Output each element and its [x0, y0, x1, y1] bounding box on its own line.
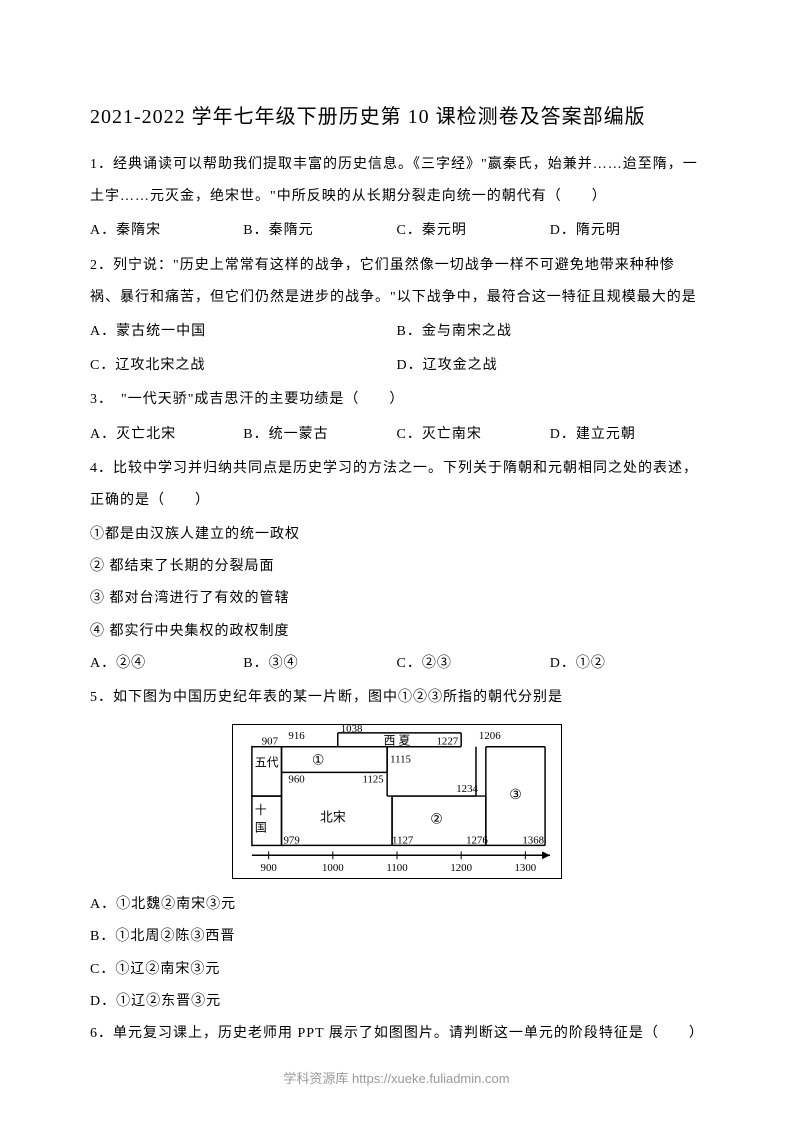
- num916: 916: [288, 730, 305, 742]
- q4-sub3: ③ 都对台湾进行了有效的管辖: [90, 583, 397, 615]
- q4-optC: C．②③: [397, 648, 550, 680]
- axis1000: 1000: [321, 862, 343, 874]
- document-title: 2021-2022 学年七年级下册历史第 10 课检测卷及答案部编版: [90, 100, 703, 129]
- q1-options: A．秦隋宋 B．秦隋元 C．秦元明 D．隋元明: [90, 215, 703, 247]
- q5-optD: D．①辽②东晋③元: [90, 986, 703, 1018]
- num979: 979: [283, 835, 299, 847]
- num1125: 1125: [362, 773, 383, 785]
- q3-optD: D．建立元朝: [550, 419, 703, 451]
- num1368: 1368: [522, 835, 544, 847]
- q5-optC: C．①辽②南宋③元: [90, 954, 703, 986]
- q3-optC: C．灭亡南宋: [397, 419, 550, 451]
- q2-text: 2．列宁说："历史上常常有这样的战争，它们虽然像一切战争一样不可避免地带来种种惨…: [90, 250, 703, 314]
- q3-options: A．灭亡北宋 B．统一蒙古 C．灭亡南宋 D．建立元朝: [90, 419, 703, 451]
- q4-subs-row2: ③ 都对台湾进行了有效的管辖 ④ 都实行中央集权的政权制度: [90, 583, 703, 647]
- q5-text: 5．如下图为中国历史纪年表的某一片断，图中①②③所指的朝代分别是: [90, 682, 703, 714]
- label-xixia: 西 夏: [383, 734, 410, 748]
- num960: 960: [288, 773, 305, 785]
- num1227: 1227: [436, 736, 458, 748]
- label-circle2: ②: [430, 812, 442, 827]
- num907: 907: [261, 736, 278, 748]
- axis1300: 1300: [514, 862, 536, 874]
- q4-sub4: ④ 都实行中央集权的政权制度: [90, 616, 397, 648]
- q5-optB: B．①北周②陈③西晋: [90, 921, 703, 953]
- q1-text: 1．经典诵读可以帮助我们提取丰富的历史信息。《三字经》"嬴秦氏，始兼并……迨至隋…: [90, 149, 703, 213]
- num1127: 1127: [392, 835, 414, 847]
- q2-optA: A．蒙古统一中国: [90, 316, 397, 348]
- q1-optA: A．秦隋宋: [90, 215, 243, 247]
- q2-options-row1: A．蒙古统一中国 B．金与南宋之战: [90, 316, 703, 348]
- q4-optB: B．③④: [243, 648, 396, 680]
- label-shiguo-1: 十: [254, 803, 266, 817]
- q6-text: 6．单元复习课上，历史老师用 PPT 展示了如图图片。请判断这一单元的阶段特征是…: [90, 1018, 703, 1050]
- q1-optD: D．隋元明: [550, 215, 703, 247]
- num1206: 1206: [478, 730, 500, 742]
- timeline-diagram-container: 五代 十 国 ① 西 夏 北宋 ②: [90, 724, 703, 879]
- page-footer: 学科资源库 https://xueke.fuliadmin.com: [0, 1068, 793, 1087]
- q3-optA: A．灭亡北宋: [90, 419, 243, 451]
- q4-subs-row1: ①都是由汉族人建立的统一政权 ② 都结束了长期的分裂局面: [90, 519, 703, 583]
- num1234: 1234: [456, 783, 478, 795]
- num1115: 1115: [390, 754, 411, 766]
- q4-text: 4．比较中学习并归纳共同点是历史学习的方法之一。下列关于隋朝和元朝相同之处的表述…: [90, 453, 703, 517]
- num1276: 1276: [466, 835, 488, 847]
- timeline-diagram: 五代 十 国 ① 西 夏 北宋 ②: [232, 724, 562, 879]
- label-beisong: 北宋: [320, 811, 346, 825]
- label-circle1: ①: [311, 753, 323, 768]
- q2-optC: C．辽攻北宋之战: [90, 350, 397, 382]
- q2-options-row2: C．辽攻北宋之战 D．辽攻金之战: [90, 350, 703, 382]
- q3-text: 3． "一代天骄"成吉思汗的主要功绩是（ ）: [90, 384, 703, 416]
- q5-optA: A．①北魏②南宋③元: [90, 889, 703, 921]
- label-circle3: ③: [509, 787, 521, 802]
- axis1200: 1200: [450, 862, 472, 874]
- label-shiguo-2: 国: [254, 821, 266, 835]
- num1038: 1038: [340, 724, 362, 735]
- q4-options: A．②④ B．③④ C．②③ D．①②: [90, 648, 703, 680]
- axis900: 900: [260, 862, 277, 874]
- q3-optB: B．统一蒙古: [243, 419, 396, 451]
- q1-optB: B．秦隋元: [243, 215, 396, 247]
- q4-sub2: ② 都结束了长期的分裂局面: [90, 551, 397, 583]
- axis1100: 1100: [386, 862, 408, 874]
- label-wudai: 五代: [254, 756, 278, 770]
- q2-optD: D．辽攻金之战: [397, 350, 704, 382]
- q1-optC: C．秦元明: [397, 215, 550, 247]
- q4-optA: A．②④: [90, 648, 243, 680]
- q4-optD: D．①②: [550, 648, 703, 680]
- q4-sub1: ①都是由汉族人建立的统一政权: [90, 519, 397, 551]
- q2-optB: B．金与南宋之战: [397, 316, 704, 348]
